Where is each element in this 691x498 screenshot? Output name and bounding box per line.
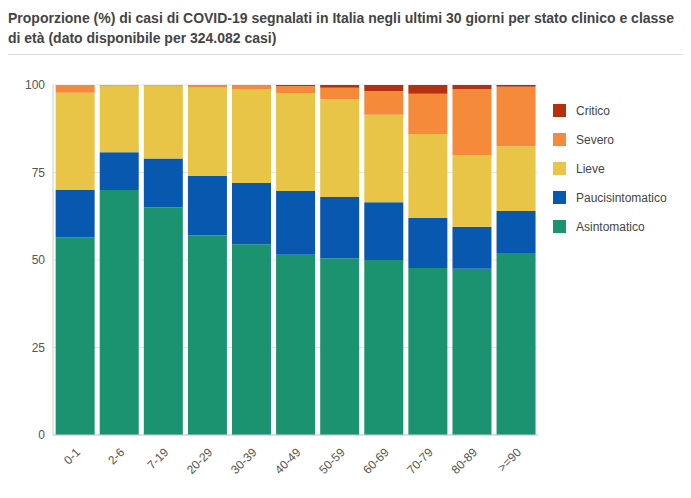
svg-text:30-39: 30-39 <box>228 445 260 477</box>
svg-text:40-49: 40-49 <box>272 445 304 477</box>
html-text:Paucisintomatico: Paucisintomatico <box>576 190 667 205</box>
svg-text:60-69: 60-69 <box>360 445 392 477</box>
svg-text:80-89: 80-89 <box>448 445 480 477</box>
svg-text:50: 50 <box>32 253 46 267</box>
svg-text:2-6: 2-6 <box>105 445 127 467</box>
html-text:Lieve: Lieve <box>576 161 605 176</box>
html-text:Proporzione (%) di casi di COV: Proporzione (%) di casi di COVID-19 segn… <box>8 10 674 46</box>
svg-text:0: 0 <box>38 428 45 442</box>
html-text:Critico: Critico <box>576 103 610 118</box>
html-text:Severo: Severo <box>576 132 614 147</box>
svg-text:70-79: 70-79 <box>404 445 436 477</box>
svg-text:0-1: 0-1 <box>61 445 83 467</box>
svg-text:>=90: >=90 <box>495 445 524 474</box>
svg-text:20-29: 20-29 <box>184 445 216 477</box>
svg-text:7-19: 7-19 <box>144 445 171 472</box>
svg-text:50-59: 50-59 <box>316 445 348 477</box>
svg-text:100: 100 <box>25 78 45 92</box>
svg-text:25: 25 <box>32 341 46 355</box>
html-text:Asintomatico: Asintomatico <box>576 219 645 234</box>
svg-text:75: 75 <box>32 166 46 180</box>
